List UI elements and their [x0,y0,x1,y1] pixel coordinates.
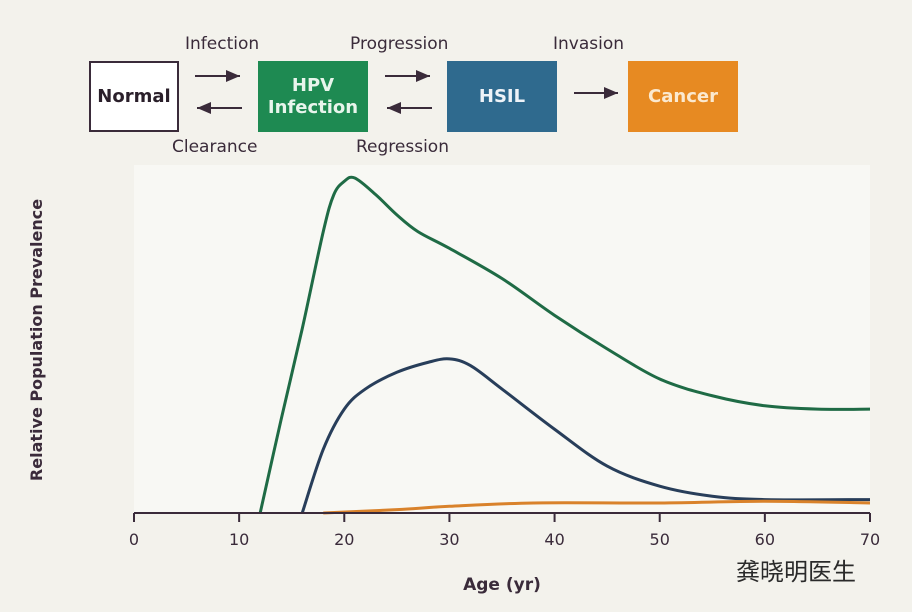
y-axis-label: Relative Population Prevalence [27,199,46,481]
x-tick-label: 50 [650,530,670,549]
state-hsil: HSIL [447,61,557,132]
plot-area [134,165,870,513]
state-normal: Normal [89,61,179,132]
x-axis-label: Age (yr) [463,575,541,595]
series-line-1 [300,357,871,514]
label-infection: Infection [185,34,260,54]
label-clearance: Clearance [172,137,258,157]
state-hpv-infection: HPV Infection [258,61,368,132]
label-progression: Progression [350,34,449,54]
x-tick-label: 0 [129,530,139,549]
state-label: Cancer [648,85,718,107]
x-tick-label: 30 [439,530,459,549]
x-tick-label: 10 [229,530,249,549]
state-label: Normal [97,85,171,107]
series-line-0 [258,175,871,514]
state-label: HPV Infection [267,74,359,118]
series-line-2 [323,499,871,515]
label-invasion: Invasion [553,34,625,54]
x-tick-label: 40 [544,530,564,549]
state-cancer: Cancer [628,61,738,132]
x-tick-label: 70 [860,530,880,549]
x-tick-label: 20 [334,530,354,549]
x-tick-label: 60 [755,530,775,549]
state-label: HSIL [478,85,526,107]
arrows [195,70,618,114]
label-regression: Regression [356,137,449,157]
watermark: 龚晓明医生 [736,558,856,586]
